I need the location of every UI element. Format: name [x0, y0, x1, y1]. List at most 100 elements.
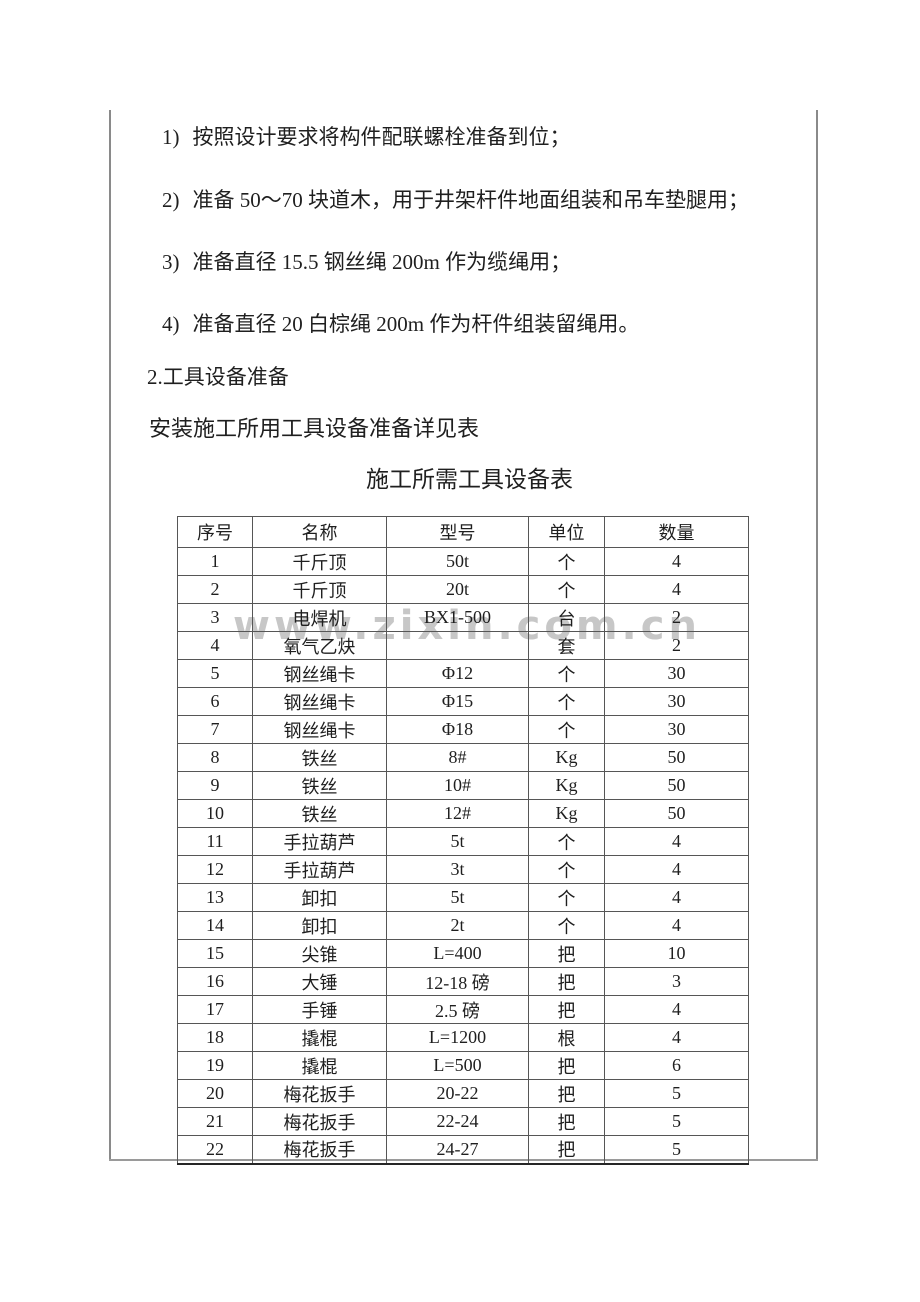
table-cell: 个: [528, 883, 605, 912]
table-cell: 16: [177, 967, 253, 996]
table-cell: 2.5 磅: [386, 995, 529, 1024]
table-cell: 4: [177, 631, 253, 660]
table-row: 21 梅花扳手 22-24 把 5: [177, 1107, 749, 1136]
table-cell: 个: [528, 827, 605, 856]
table-cell: 21: [177, 1107, 253, 1136]
table-cell: 19: [177, 1051, 253, 1080]
table-cell: 50: [604, 799, 749, 828]
table-cell: 把: [528, 1107, 605, 1136]
table-row: 18 撬棍 L=1200 根 4: [177, 1023, 749, 1052]
list-item-text: 准备直径 20 白棕绳 200m 作为杆件组装留绳用。: [192, 312, 640, 336]
column-header: 型号: [386, 516, 529, 548]
table-cell: 3: [604, 967, 749, 996]
list-item-text: 准备直径 15.5 钢丝绳 200m 作为缆绳用；: [192, 250, 572, 274]
table-row: 14 卸扣 2t 个 4: [177, 911, 749, 940]
table-cell: 30: [604, 659, 749, 688]
table-cell: 50: [604, 743, 749, 772]
table-row: 15 尖锥 L=400 把 10: [177, 939, 749, 968]
table-row: 4 氧气乙炔 套 2: [177, 631, 749, 660]
table-cell: 3t: [386, 855, 529, 884]
column-header: 序号: [177, 516, 253, 548]
table-cell: 个: [528, 575, 605, 604]
list-item-number: 2): [162, 188, 180, 212]
table-cell: 4: [604, 827, 749, 856]
table-cell: 把: [528, 967, 605, 996]
table-cell: 梅花扳手: [252, 1107, 387, 1136]
table-cell: 电焊机: [252, 603, 387, 632]
table-cell: BX1-500: [386, 603, 529, 632]
section-heading: 2.工具设备准备: [147, 365, 289, 389]
table-cell: 8: [177, 743, 253, 772]
table-cell: 卸扣: [252, 883, 387, 912]
table-cell: 把: [528, 1051, 605, 1080]
table-cell: 15: [177, 939, 253, 968]
table-cell: 撬棍: [252, 1023, 387, 1052]
table-cell: 5: [177, 659, 253, 688]
table-row: 6 钢丝绳卡 Φ15 个 30: [177, 687, 749, 716]
table-cell: 个: [528, 547, 605, 576]
table-row: 13 卸扣 5t 个 4: [177, 883, 749, 912]
table-cell: 个: [528, 911, 605, 940]
table-cell: 4: [604, 547, 749, 576]
list-item-3: 3) 准备直径 15.5 钢丝绳 200m 作为缆绳用；: [162, 250, 571, 274]
table-cell: 4: [604, 855, 749, 884]
table-cell: 撬棍: [252, 1051, 387, 1080]
table-cell: L=500: [386, 1051, 529, 1080]
table-cell: 把: [528, 995, 605, 1024]
table-cell: 2: [177, 575, 253, 604]
table-cell: 5t: [386, 827, 529, 856]
table-cell: 18: [177, 1023, 253, 1052]
table-cell: 2: [604, 603, 749, 632]
table-header-row: 序号 名称 型号 单位 数量: [177, 516, 749, 548]
list-item-number: 1): [162, 125, 180, 149]
table-cell: 14: [177, 911, 253, 940]
table-cell: 个: [528, 715, 605, 744]
table-row: 3 电焊机 BX1-500 台 2: [177, 603, 749, 632]
table-cell: 根: [528, 1023, 605, 1052]
table-cell: 6: [177, 687, 253, 716]
table-cell: 千斤顶: [252, 575, 387, 604]
table-cell: 钢丝绳卡: [252, 659, 387, 688]
table-cell: 大锤: [252, 967, 387, 996]
table-cell: 4: [604, 1023, 749, 1052]
table-cell: 11: [177, 827, 253, 856]
table-cell: 12-18 磅: [386, 967, 529, 996]
table-cell: Kg: [528, 771, 605, 800]
table-cell: 30: [604, 715, 749, 744]
table-row: 11 手拉葫芦 5t 个 4: [177, 827, 749, 856]
table-cell: 4: [604, 911, 749, 940]
table-cell: 手拉葫芦: [252, 827, 387, 856]
table-cell: 把: [528, 1135, 605, 1164]
table-row: 9 铁丝 10# Kg 50: [177, 771, 749, 800]
table-cell: 套: [528, 631, 605, 660]
table-cell: 5: [604, 1079, 749, 1108]
table-cell: 5: [604, 1135, 749, 1164]
table-cell: 铁丝: [252, 799, 387, 828]
table-row: 10 铁丝 12# Kg 50: [177, 799, 749, 828]
table-cell: 20: [177, 1079, 253, 1108]
table-row: 1 千斤顶 50t 个 4: [177, 547, 749, 576]
table-cell: Kg: [528, 743, 605, 772]
table-cell: 17: [177, 995, 253, 1024]
table-row: 12 手拉葫芦 3t 个 4: [177, 855, 749, 884]
table-cell: 卸扣: [252, 911, 387, 940]
table-cell: 4: [604, 883, 749, 912]
table-cell: 8#: [386, 743, 529, 772]
column-header: 单位: [528, 516, 605, 548]
table-row: 19 撬棍 L=500 把 6: [177, 1051, 749, 1080]
table-cell: 12: [177, 855, 253, 884]
table-row: 20 梅花扳手 20-22 把 5: [177, 1079, 749, 1108]
table-cell: 梅花扳手: [252, 1079, 387, 1108]
table-cell: 22-24: [386, 1107, 529, 1136]
list-item-number: 3): [162, 250, 180, 274]
column-header: 数量: [604, 516, 749, 548]
table-cell: Kg: [528, 799, 605, 828]
table-cell: 铁丝: [252, 743, 387, 772]
table-cell: 20-22: [386, 1079, 529, 1108]
list-item-text: 按照设计要求将构件配联螺栓准备到位；: [192, 125, 571, 149]
table-cell: 6: [604, 1051, 749, 1080]
table-cell: 5t: [386, 883, 529, 912]
